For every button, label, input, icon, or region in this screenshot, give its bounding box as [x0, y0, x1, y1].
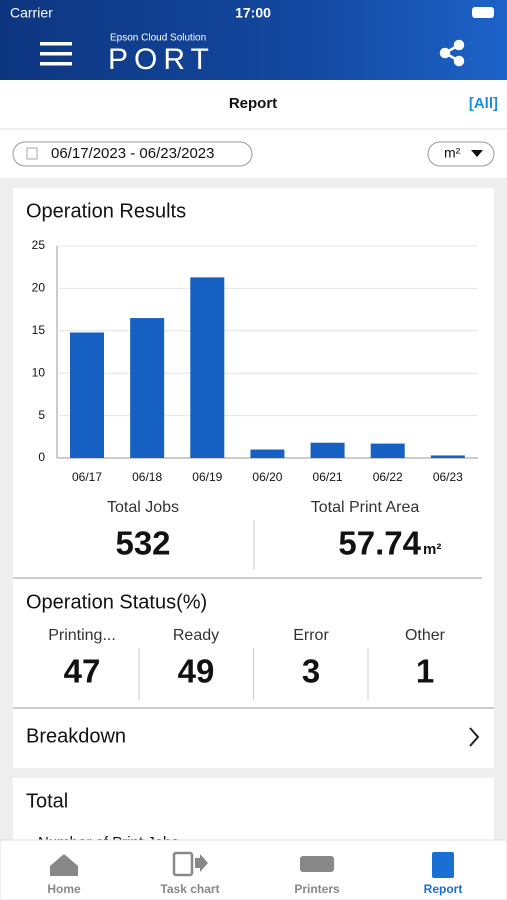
x-tick-label: 06/21 — [313, 470, 343, 484]
total-subtitle: Number of Print Jobs — [38, 834, 179, 851]
print-area-label: Total Print Area — [311, 499, 420, 516]
x-tick-label: 06/23 — [433, 470, 463, 484]
dropdown-arrow — [471, 150, 483, 157]
home-icon — [50, 854, 78, 876]
tab-label[interactable]: Task chart — [160, 882, 219, 896]
date-picker[interactable] — [12, 141, 253, 167]
y-tick-label: 25 — [32, 238, 46, 252]
total-card — [13, 778, 494, 840]
unit-picker[interactable] — [427, 141, 495, 167]
status-label: Printing... — [48, 627, 116, 644]
y-tick-label: 15 — [32, 323, 46, 337]
bar — [190, 277, 225, 458]
y-tick-label: 5 — [38, 408, 45, 422]
y-tick-label: 10 — [32, 365, 46, 379]
bar — [250, 449, 285, 458]
tab-label[interactable]: Home — [47, 882, 81, 896]
task-arrow — [195, 854, 208, 872]
status-value: 3 — [302, 653, 320, 690]
bar — [70, 332, 104, 458]
status-value: 1 — [416, 653, 434, 690]
status-title: Operation Status(%) — [26, 591, 207, 613]
bar — [130, 318, 165, 458]
bar — [430, 455, 465, 458]
x-tick-label: 06/18 — [132, 470, 162, 484]
status-value: 47 — [64, 653, 101, 690]
x-tick-label: 06/20 — [252, 470, 282, 484]
x-tick-label: 06/19 — [192, 470, 222, 484]
tabs: Home Task chart Printers Report — [47, 882, 462, 896]
unit: m² — [444, 145, 461, 161]
results-title: Operation Results — [26, 200, 186, 222]
tab-label[interactable]: Report — [424, 882, 463, 896]
breakdown[interactable]: Breakdown — [26, 725, 126, 747]
all-filter[interactable]: [All] — [469, 95, 498, 112]
bar — [370, 443, 405, 458]
x-tick-label: 06/17 — [72, 470, 102, 484]
time: 17:00 — [235, 5, 271, 21]
print-area-unit: m² — [423, 541, 441, 558]
status-value: 49 — [178, 653, 215, 690]
tab-label[interactable]: Printers — [294, 882, 340, 896]
status-label: Other — [405, 627, 446, 644]
y-tick-label: 0 — [38, 450, 45, 464]
date-range: 06/17/2023 - 06/23/2023 — [51, 145, 214, 162]
product: PORT — [108, 43, 215, 76]
total-title: Total — [26, 790, 68, 812]
menu-button[interactable] — [40, 42, 72, 66]
report-icon — [432, 852, 454, 878]
total-jobs-label: Total Jobs — [107, 499, 179, 516]
battery — [472, 7, 494, 18]
task-icon — [172, 851, 194, 877]
brand: Epson Cloud Solution — [110, 33, 206, 44]
calendar-icon — [26, 147, 38, 160]
nav-title: Report — [229, 95, 277, 112]
header-bg — [0, 0, 507, 80]
total-jobs-value: 532 — [115, 525, 170, 562]
nav-bar — [0, 80, 507, 128]
x-tick-label: 06/22 — [373, 470, 403, 484]
chevron — [469, 727, 480, 747]
status-grid: Printing... 47 Ready 49 Error 3 Other 1 — [48, 627, 446, 700]
printer-icon — [300, 856, 334, 872]
carrier: Carrier — [10, 5, 53, 21]
status-label: Ready — [173, 627, 219, 644]
y-tick-label: 20 — [32, 281, 46, 295]
bar — [310, 442, 345, 458]
print-area-value: 57.74 — [338, 525, 421, 562]
share-button[interactable] — [439, 39, 465, 67]
status-label: Error — [293, 627, 329, 644]
tab-bar — [0, 839, 507, 900]
bar-chart: 0 5 10 15 20 25 06/17 06/18 06/19 06/20 06/21 06/22… — [32, 238, 478, 484]
